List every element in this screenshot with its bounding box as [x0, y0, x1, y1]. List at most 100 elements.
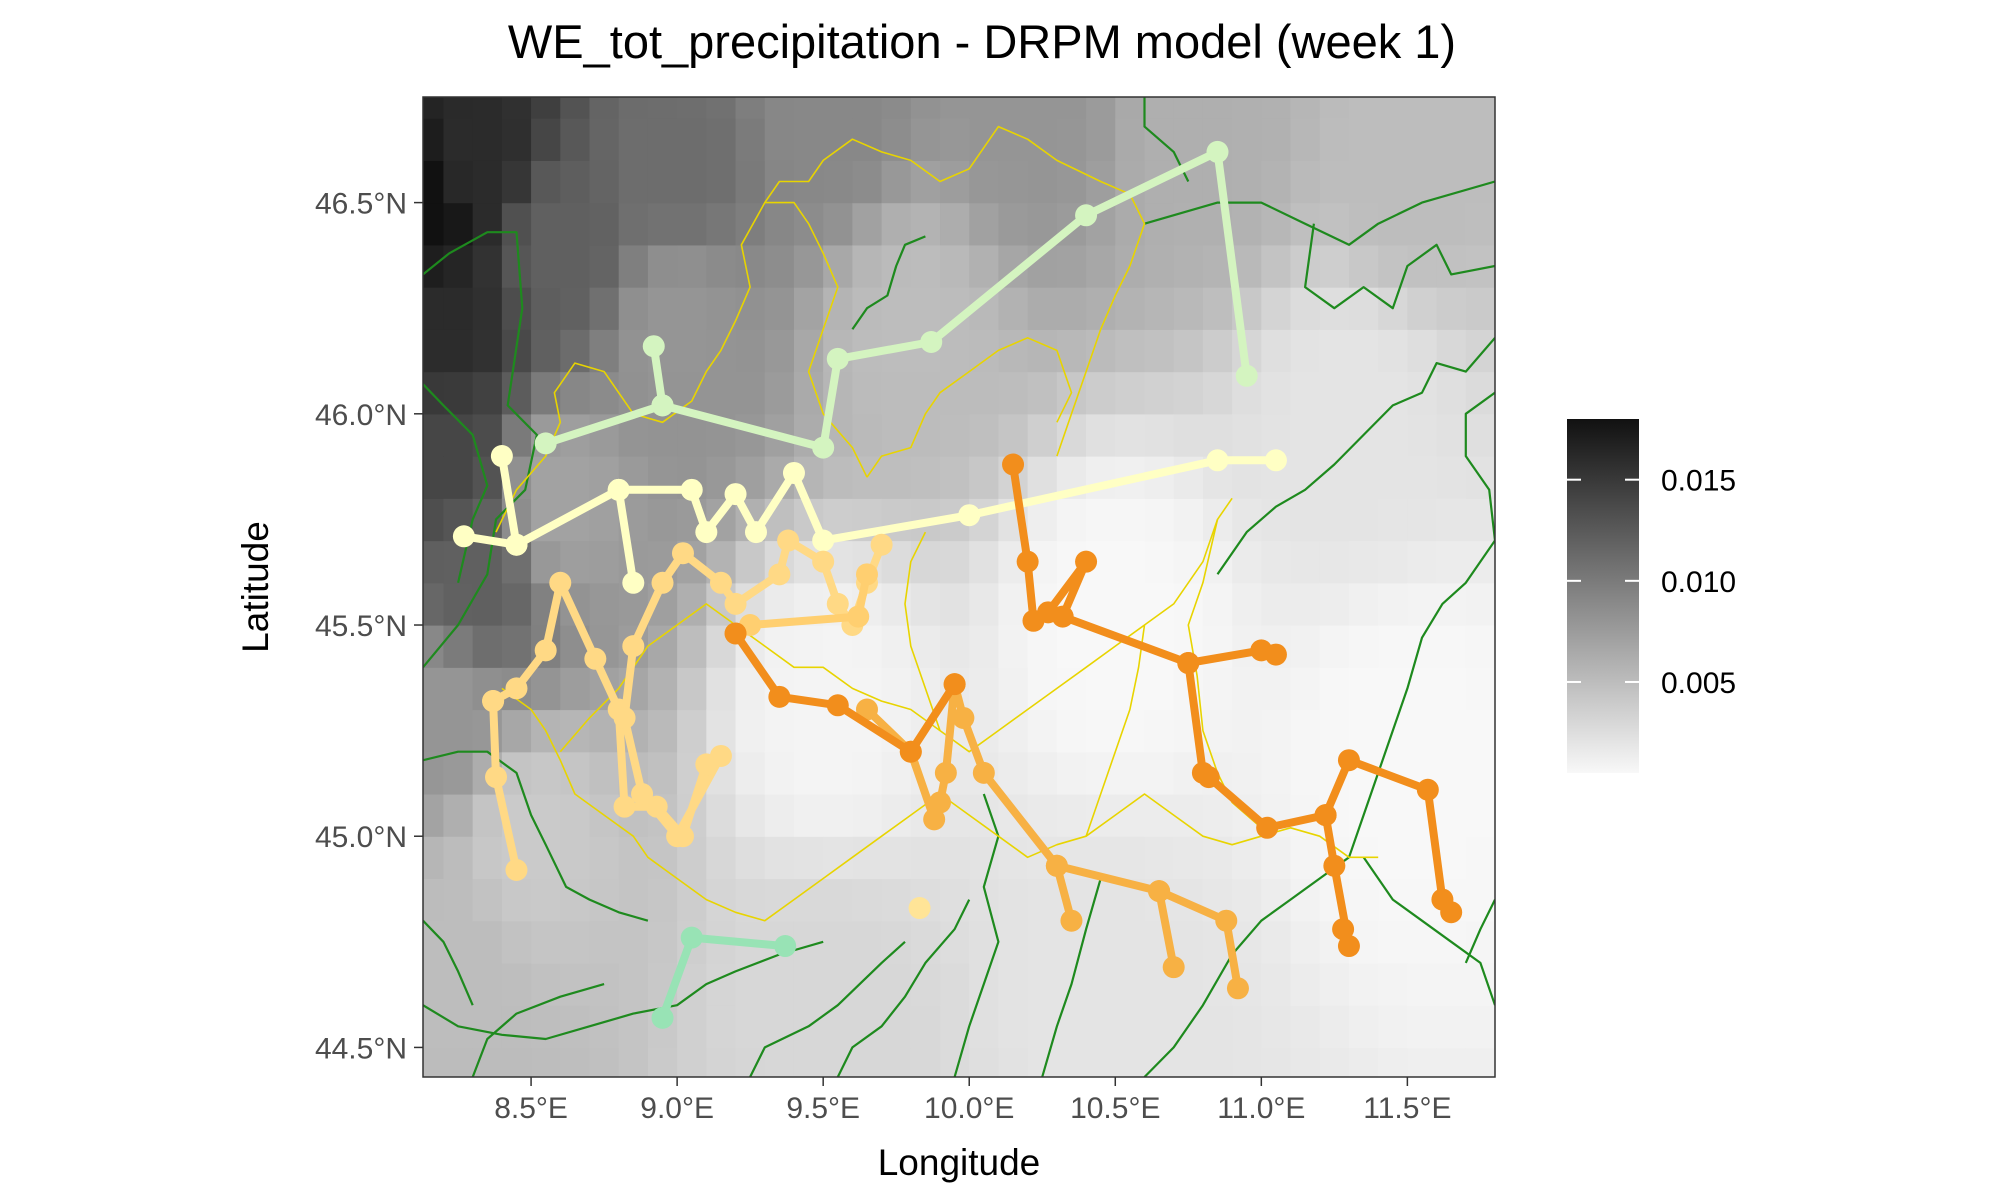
raster-cell: [1465, 413, 1495, 457]
raster-cell: [1261, 709, 1292, 753]
raster-cell: [1495, 34, 1525, 77]
raster-cell: [677, 329, 707, 373]
region-boundary: [423, 750, 649, 922]
raster-cell: [472, 1047, 503, 1077]
station-point: [622, 571, 645, 594]
raster-cell: [910, 1047, 941, 1077]
raster-cell: [677, 202, 707, 246]
raster-cell: [1348, 540, 1379, 584]
station-point: [1016, 550, 1039, 573]
raster-cell: [823, 878, 853, 922]
raster-cell: [1495, 245, 1525, 288]
raster-cell: [1261, 667, 1292, 711]
precipitation-raster: [423, 34, 1554, 1077]
region-boundary: [1304, 223, 1495, 310]
station-point: [724, 622, 747, 645]
raster-cell: [764, 878, 795, 922]
raster-cell: [1407, 202, 1438, 246]
raster-cell: [501, 1047, 532, 1077]
raster-cell: [940, 456, 970, 499]
raster-cell: [793, 836, 824, 880]
raster-cell: [423, 582, 445, 626]
raster-cell: [647, 878, 678, 922]
colorbar-ticks: 0.005 0.010 0.015: [1567, 465, 1736, 700]
raster-cell: [531, 160, 561, 204]
raster-cell: [706, 836, 737, 880]
raster-cell: [1378, 160, 1408, 204]
raster-cell: [560, 793, 591, 837]
raster-cell: [1261, 498, 1292, 542]
raster-cell: [1378, 118, 1408, 161]
raster-cell: [910, 582, 941, 626]
station-point: [774, 935, 797, 958]
raster-cell: [1465, 962, 1495, 1006]
raster-cell: [531, 878, 561, 922]
raster-cell: [1232, 202, 1262, 246]
raster-cell: [1290, 667, 1321, 711]
raster-cell: [423, 540, 445, 584]
raster-cell: [881, 160, 912, 204]
raster-cell: [423, 878, 445, 922]
raster-cell: [940, 118, 970, 161]
raster-cell: [1319, 329, 1350, 373]
station-point: [490, 445, 513, 468]
raster-cell: [618, 836, 649, 880]
raster-cell: [472, 97, 503, 119]
station-point: [680, 926, 703, 949]
raster-cell: [1436, 793, 1467, 837]
raster-cell: [852, 97, 883, 119]
raster-cell: [1173, 836, 1204, 880]
raster-cell: [998, 836, 1029, 880]
raster-cell: [472, 1005, 503, 1049]
raster-cell: [560, 160, 591, 204]
raster-cell: [1261, 540, 1292, 584]
raster-cell: [910, 202, 941, 246]
raster-cell: [1115, 498, 1146, 542]
raster-cell: [1407, 540, 1438, 584]
raster-cell: [706, 667, 737, 711]
raster-cell: [618, 1047, 649, 1077]
raster-cell: [618, 118, 649, 161]
raster-cell: [501, 160, 532, 204]
raster-cell: [881, 413, 912, 457]
raster-cell: [531, 97, 561, 119]
raster-cell: [443, 878, 474, 922]
station-point: [1264, 643, 1287, 666]
raster-cell: [1173, 329, 1204, 373]
station-point: [584, 647, 607, 670]
raster-cell: [1348, 202, 1379, 246]
cluster-path: [541, 147, 1251, 452]
raster-cell: [1056, 751, 1087, 795]
station-point: [1197, 766, 1220, 789]
raster-cell: [1202, 793, 1233, 837]
raster-cell: [706, 1005, 737, 1049]
raster-cell: [1261, 582, 1292, 626]
raster-cell: [472, 244, 503, 288]
raster-cell: [423, 371, 445, 415]
raster-cell: [881, 287, 912, 330]
raster-cell: [1319, 456, 1350, 499]
raster-cell: [423, 329, 445, 373]
raster-cell: [1086, 709, 1116, 753]
station-point: [744, 521, 767, 544]
raster-cell: [1290, 97, 1321, 119]
raster-cell: [1465, 1005, 1495, 1049]
raster-cell: [764, 202, 795, 246]
raster-cell: [998, 1005, 1029, 1049]
raster-cell: [1348, 329, 1379, 373]
raster-cell: [764, 793, 795, 837]
raster-cell: [1378, 793, 1408, 837]
raster-cell: [1524, 287, 1554, 330]
raster-cell: [1173, 202, 1204, 246]
raster-cell: [998, 878, 1029, 922]
raster-cell: [793, 709, 824, 753]
raster-cell: [1261, 1047, 1292, 1077]
raster-cell: [735, 329, 766, 373]
station-point: [1314, 804, 1337, 827]
raster-cell: [706, 793, 737, 837]
raster-cell: [1319, 1005, 1350, 1049]
raster-cell: [969, 793, 1000, 837]
x-axis: 8.5°E 9.0°E 9.5°E 10.0°E 10.5°E 11.0°E 11.5°E: [494, 1077, 1451, 1125]
raster-cell: [852, 751, 883, 795]
raster-cell: [910, 962, 941, 1006]
